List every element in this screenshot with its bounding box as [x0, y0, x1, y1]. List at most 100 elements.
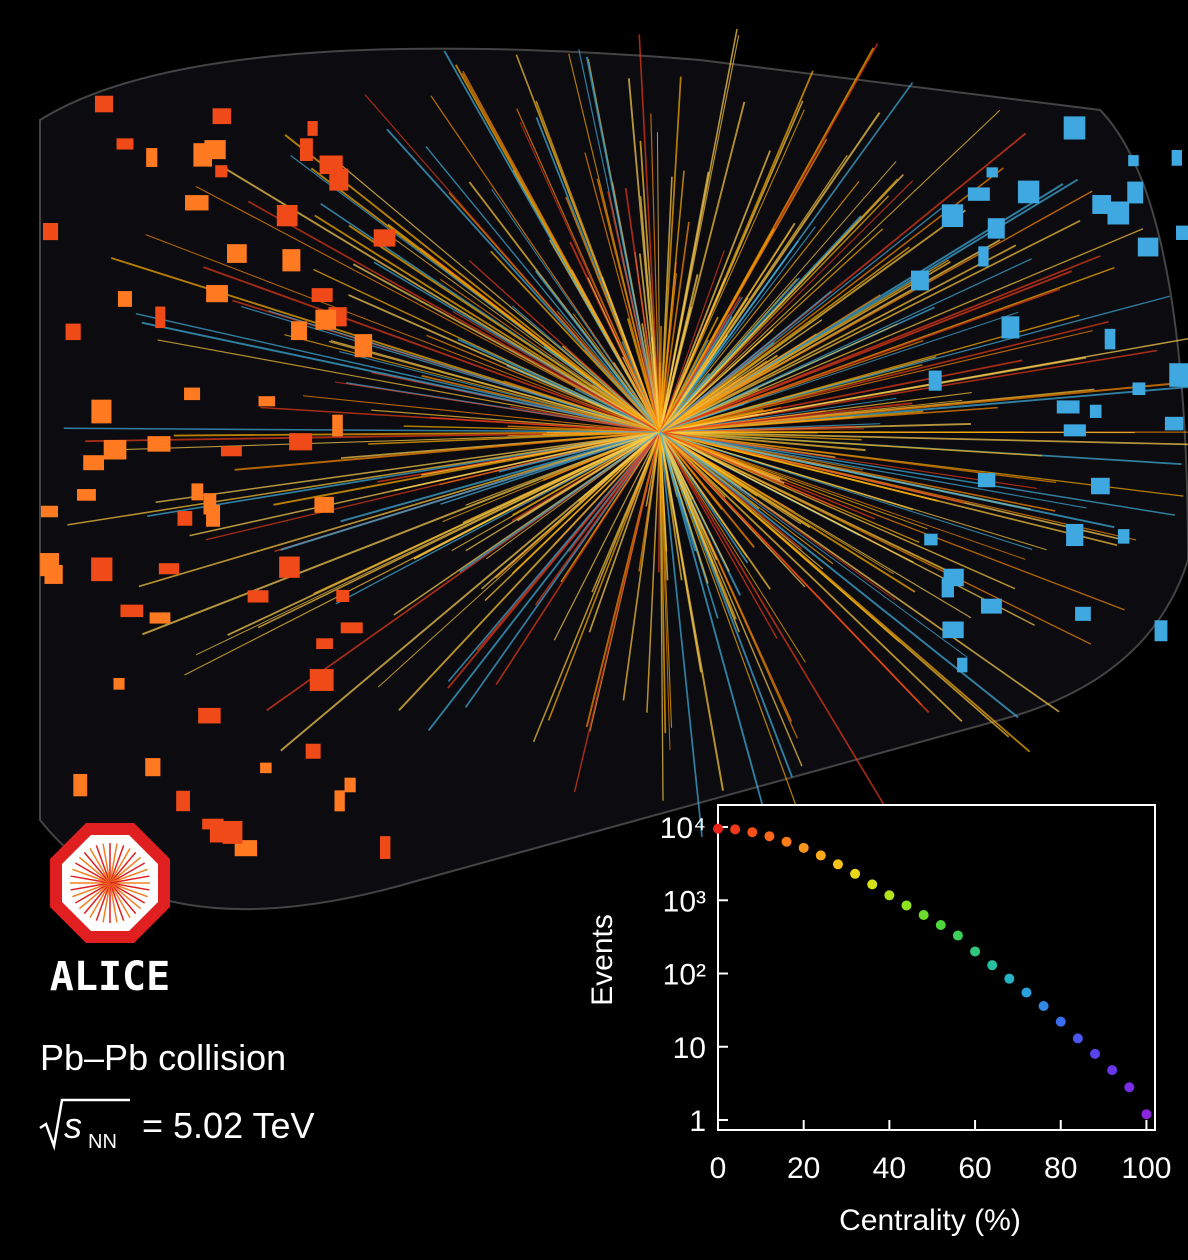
detector-hit: [1018, 181, 1039, 204]
x-axis-label: Centrality (%): [839, 1204, 1021, 1237]
x-tick-label: 0: [710, 1152, 727, 1185]
detector-hit: [374, 229, 396, 246]
detector-hit: [316, 638, 333, 649]
detector-hit: [91, 557, 112, 581]
detector-hit: [198, 708, 221, 724]
data-point: [1004, 974, 1014, 984]
detector-hit: [259, 396, 275, 406]
detector-hit: [978, 246, 988, 266]
y-tick-label: 10³: [663, 885, 706, 918]
data-point: [850, 869, 860, 879]
detector-hit: [1128, 155, 1139, 166]
detector-hit: [120, 605, 143, 617]
detector-hit: [336, 590, 349, 602]
detector-hit: [248, 590, 269, 602]
data-point: [953, 931, 963, 941]
y-tick-label: 1: [689, 1105, 706, 1138]
detector-hit: [1057, 400, 1080, 413]
detector-hit: [341, 622, 363, 633]
detector-hit: [1169, 363, 1188, 387]
detector-hit: [1172, 150, 1182, 166]
data-point: [1141, 1109, 1151, 1119]
data-point: [1124, 1082, 1134, 1092]
energy-text: = 5.02 TeV: [142, 1105, 314, 1146]
detector-hit: [95, 96, 113, 113]
detector-hit: [944, 569, 964, 586]
detector-hit: [981, 599, 1002, 614]
detector-hit: [1002, 316, 1020, 338]
data-point: [713, 824, 723, 834]
logo-text: ALICE: [50, 954, 170, 1000]
detector-hit: [282, 249, 300, 271]
detector-hit: [957, 658, 967, 673]
detector-hit: [213, 108, 232, 124]
data-point: [782, 837, 792, 847]
detector-hit: [1132, 382, 1145, 395]
detector-hit: [184, 388, 200, 401]
data-point: [1039, 1001, 1049, 1011]
detector-hit: [104, 440, 127, 460]
detector-hit: [924, 534, 937, 546]
data-point: [1056, 1017, 1066, 1027]
detector-hit: [66, 324, 81, 340]
detector-hit: [310, 669, 334, 691]
detector-hit: [332, 415, 343, 437]
detector-hit: [289, 433, 312, 450]
detector-hit: [987, 167, 998, 177]
data-point: [919, 910, 929, 920]
detector-hit: [300, 138, 313, 161]
plot-frame: [718, 805, 1155, 1130]
detector-hit: [380, 836, 390, 859]
data-point: [1090, 1049, 1100, 1059]
data-point: [730, 824, 740, 834]
detector-hit: [191, 483, 203, 500]
data-point: [936, 920, 946, 930]
detector-hit: [308, 121, 318, 136]
data-point: [816, 850, 826, 860]
detector-hit: [202, 819, 223, 830]
detector-hit: [206, 285, 228, 302]
detector-hit: [306, 744, 321, 759]
detector-hit: [43, 223, 58, 240]
data-point: [867, 879, 877, 889]
detector-hit: [978, 473, 995, 487]
detector-hit: [1118, 529, 1130, 544]
alice-logo: ALICE: [50, 823, 170, 1000]
detector-hit: [988, 218, 1005, 238]
page: ALICE Pb–Pb collision s NN = 5.02 TeV Ce…: [0, 0, 1188, 1260]
detector-hit: [223, 821, 243, 844]
detector-hit: [334, 790, 344, 811]
energy-subscript: NN: [88, 1131, 117, 1153]
detector-hit: [1105, 329, 1116, 350]
detector-hit: [155, 307, 165, 328]
detector-hit: [1064, 116, 1086, 139]
detector-hit: [929, 371, 942, 391]
y-tick-label: 10⁴: [660, 812, 706, 845]
detector-hit: [312, 288, 333, 302]
data-point: [902, 900, 912, 910]
detector-hit: [148, 436, 171, 452]
detector-hit: [91, 400, 111, 424]
detector-hit: [118, 291, 132, 307]
detector-hit: [159, 563, 179, 574]
detector-hit: [1138, 238, 1159, 257]
detector-hit: [1075, 607, 1091, 621]
detector-hit: [942, 621, 963, 638]
collision-label: Pb–Pb collision: [40, 1037, 286, 1078]
detector-hit: [279, 557, 300, 578]
detector-hit: [221, 446, 242, 456]
detector-hit: [1066, 524, 1083, 546]
data-point: [1021, 988, 1031, 998]
detector-hit: [227, 244, 247, 263]
detector-hit: [117, 138, 134, 149]
detector-hit: [260, 763, 272, 774]
figure: ALICE Pb–Pb collision s NN = 5.02 TeV Ce…: [0, 0, 1188, 1260]
data-point: [970, 946, 980, 956]
detector-hit: [911, 271, 929, 291]
detector-hit: [1155, 620, 1168, 641]
data-point: [884, 890, 894, 900]
data-point: [747, 827, 757, 837]
data-point: [764, 831, 774, 841]
detector-hit: [968, 187, 990, 200]
detector-hit: [77, 489, 96, 501]
